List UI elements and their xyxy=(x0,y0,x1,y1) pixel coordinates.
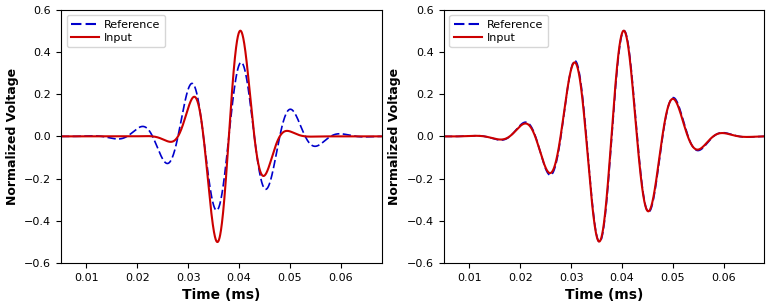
Input xyxy=(760,135,769,138)
X-axis label: Time (ms): Time (ms) xyxy=(565,289,644,302)
Reference xyxy=(751,135,760,139)
Reference xyxy=(760,135,769,138)
Reference xyxy=(620,29,629,33)
Input xyxy=(56,135,65,138)
Input xyxy=(72,135,82,138)
Input xyxy=(213,240,222,244)
Line: Reference: Reference xyxy=(444,31,765,242)
Input xyxy=(439,135,448,138)
Input xyxy=(692,148,701,152)
Reference xyxy=(692,148,701,152)
Reference xyxy=(587,191,596,194)
X-axis label: Time (ms): Time (ms) xyxy=(182,289,260,302)
Reference xyxy=(309,144,318,148)
Input xyxy=(619,29,628,33)
Input xyxy=(594,240,604,243)
Reference xyxy=(56,135,65,138)
Reference xyxy=(377,135,386,138)
Legend: Reference, Input: Reference, Input xyxy=(450,15,548,47)
Input xyxy=(751,135,760,139)
Input xyxy=(368,135,377,138)
Reference xyxy=(368,135,377,139)
Input xyxy=(368,135,377,138)
Input xyxy=(204,182,213,186)
Input xyxy=(213,240,222,244)
Reference xyxy=(72,135,82,138)
Reference xyxy=(204,174,213,177)
Line: Input: Input xyxy=(444,31,765,241)
Input xyxy=(236,29,245,33)
Input xyxy=(377,135,386,138)
Input xyxy=(309,135,318,139)
Reference xyxy=(595,240,604,244)
Input xyxy=(595,239,604,243)
Reference xyxy=(236,61,246,64)
Reference xyxy=(368,135,377,139)
Line: Input: Input xyxy=(61,31,381,242)
Y-axis label: Normalized Voltage: Normalized Voltage xyxy=(389,68,401,205)
Input xyxy=(751,135,760,139)
Reference xyxy=(594,240,604,244)
Reference xyxy=(751,135,760,139)
Input xyxy=(587,193,596,197)
Input xyxy=(456,135,465,138)
Reference xyxy=(456,135,465,138)
Y-axis label: Normalized Voltage: Normalized Voltage xyxy=(5,68,18,205)
Reference xyxy=(212,209,221,212)
Reference xyxy=(213,209,222,212)
Reference xyxy=(439,135,448,138)
Legend: Reference, Input: Reference, Input xyxy=(66,15,165,47)
Line: Reference: Reference xyxy=(61,63,381,210)
